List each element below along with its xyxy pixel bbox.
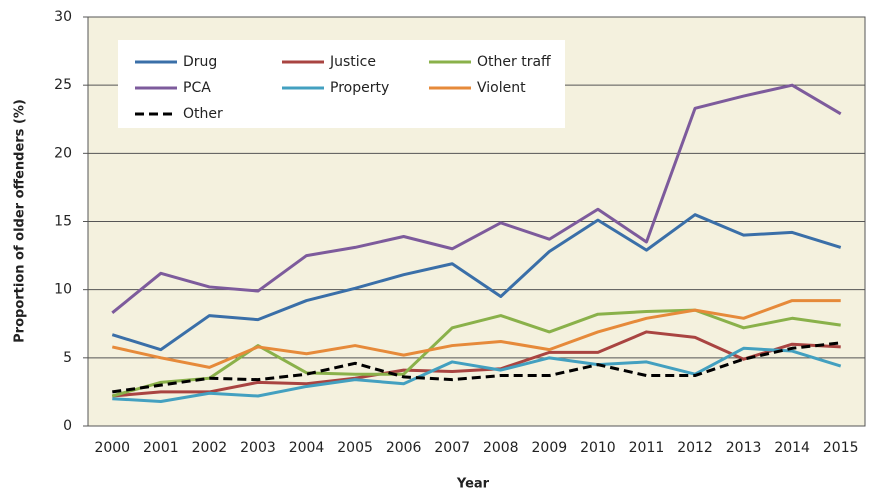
x-tick-label: 2012	[677, 440, 713, 456]
series-line	[111, 83, 842, 315]
legend-label: Other traff	[477, 54, 551, 70]
y-axis-label: Proportion of older offenders (%)	[13, 99, 28, 343]
x-axis-label: Year	[456, 477, 490, 490]
legend-label: Other	[183, 106, 223, 122]
y-tick-label: 20	[54, 145, 72, 161]
series-line	[112, 346, 842, 403]
legend-label: Property	[330, 80, 389, 96]
x-tick-label: 2010	[580, 440, 616, 456]
y-tick-label: 25	[54, 77, 72, 93]
x-tick-label: 2007	[434, 440, 470, 456]
x-tick-label: 2001	[143, 440, 179, 456]
x-tick-label: 2000	[94, 440, 130, 456]
legend	[118, 40, 565, 128]
x-tick-label: 2003	[240, 440, 276, 456]
legend-label: Justice	[329, 54, 376, 70]
y-tick-label: 5	[63, 350, 72, 366]
legend-label: PCA	[183, 80, 211, 96]
series-line	[112, 341, 841, 394]
x-tick-label: 2004	[289, 440, 325, 456]
series-line	[112, 330, 841, 398]
legend-label: Drug	[183, 54, 217, 70]
series-line	[111, 308, 841, 398]
x-tick-label: 2013	[726, 440, 762, 456]
x-tick-label: 2009	[532, 440, 568, 456]
x-tick-label: 2008	[483, 440, 519, 456]
y-tick-label: 0	[63, 418, 72, 434]
legend-label: Violent	[477, 80, 526, 96]
x-tick-label: 2014	[774, 440, 810, 456]
y-tick-label: 10	[54, 282, 72, 298]
x-tick-label: 2011	[629, 440, 665, 456]
y-tick-label: 15	[54, 214, 72, 230]
x-tick-label: 2006	[386, 440, 422, 456]
series-line	[111, 299, 841, 369]
x-tick-label: 2015	[823, 440, 859, 456]
series-line	[111, 213, 842, 352]
y-tick-label: 30	[54, 9, 72, 25]
x-tick-label: 2002	[192, 440, 228, 456]
x-tick-label: 2005	[337, 440, 373, 456]
